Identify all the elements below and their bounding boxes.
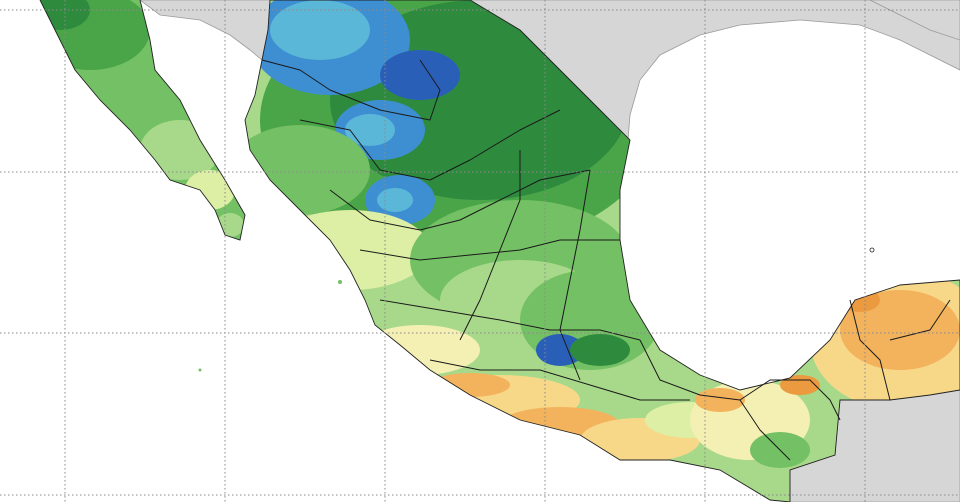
baja-coast — [39, 0, 246, 241]
island — [869, 247, 875, 253]
island — [338, 280, 342, 284]
state-borders — [261, 59, 951, 461]
island — [198, 368, 202, 372]
